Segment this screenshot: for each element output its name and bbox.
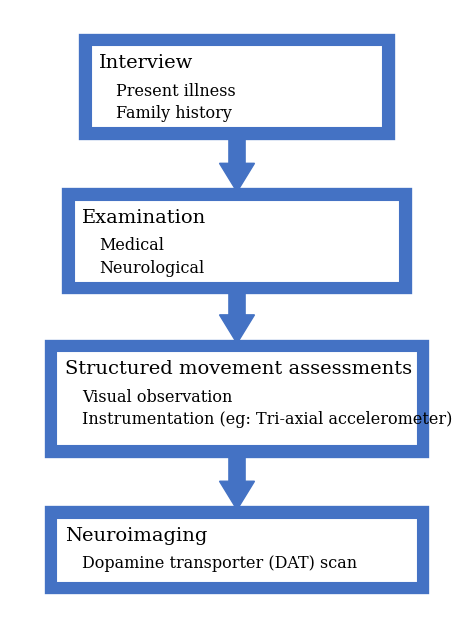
Text: Instrumentation (eg: Tri-axial accelerometer): Instrumentation (eg: Tri-axial accelerom… bbox=[82, 412, 453, 428]
FancyArrow shape bbox=[219, 290, 255, 344]
FancyBboxPatch shape bbox=[56, 517, 418, 582]
FancyBboxPatch shape bbox=[49, 344, 425, 454]
Text: Structured movement assessments: Structured movement assessments bbox=[65, 360, 412, 378]
Text: Family history: Family history bbox=[116, 105, 232, 123]
Text: Medical: Medical bbox=[99, 237, 164, 254]
FancyBboxPatch shape bbox=[91, 45, 383, 128]
FancyBboxPatch shape bbox=[73, 200, 401, 282]
FancyBboxPatch shape bbox=[83, 38, 391, 136]
FancyBboxPatch shape bbox=[49, 510, 425, 591]
Text: Present illness: Present illness bbox=[116, 83, 236, 100]
Text: Interview: Interview bbox=[99, 54, 193, 72]
Text: Dopamine transporter (DAT) scan: Dopamine transporter (DAT) scan bbox=[82, 555, 357, 572]
FancyBboxPatch shape bbox=[56, 352, 418, 446]
FancyBboxPatch shape bbox=[66, 192, 408, 290]
Text: Neuroimaging: Neuroimaging bbox=[65, 527, 208, 545]
Text: Visual observation: Visual observation bbox=[82, 389, 232, 406]
Text: Examination: Examination bbox=[82, 209, 206, 227]
FancyArrow shape bbox=[219, 136, 255, 192]
Text: Neurological: Neurological bbox=[99, 260, 204, 277]
FancyArrow shape bbox=[219, 453, 255, 510]
